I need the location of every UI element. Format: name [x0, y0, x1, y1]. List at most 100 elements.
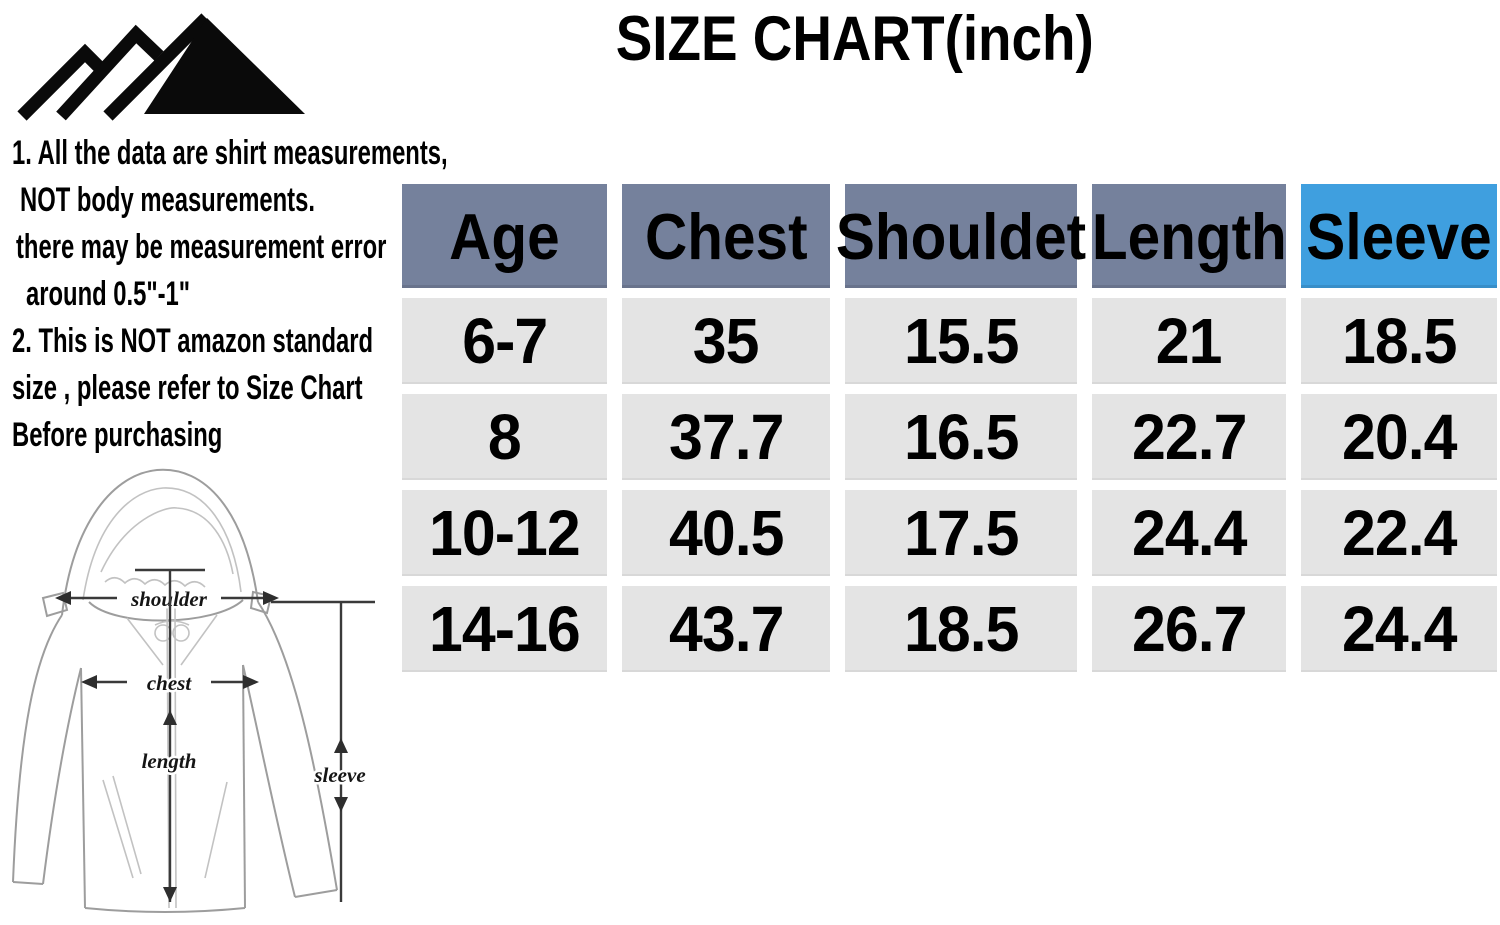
table-cell-r0c2: 15.5	[845, 298, 1077, 384]
table-cell-value: 18.5	[1341, 305, 1457, 377]
jacket-collar	[88, 599, 244, 622]
table-cell-value: 35	[693, 305, 760, 377]
column-header-label: Age	[449, 199, 560, 273]
jacket-zipper	[166, 601, 177, 909]
table-cell-r2c0: 10-12	[402, 490, 607, 576]
jacket-pockets	[102, 775, 228, 879]
column-header-label: Shouldet	[835, 199, 1087, 273]
table-cell-r1c3: 22.7	[1092, 394, 1286, 480]
table-cell-value: 15.5	[903, 305, 1019, 377]
table-cell-r0c0: 6-7	[402, 298, 607, 384]
page-title: SIZE CHART(inch)	[592, 0, 1117, 78]
chest-arrowhead-right	[243, 675, 259, 689]
table-cell-r2c3: 24.4	[1092, 490, 1286, 576]
jacket-right-sleeve-inner	[242, 664, 296, 898]
jacket-body-left	[80, 667, 86, 909]
table-cell-value: 18.5	[903, 593, 1019, 665]
shoulder-arrowhead-right	[263, 591, 279, 605]
jacket-body-right	[242, 664, 246, 909]
column-header-sleeve: Sleeve	[1301, 184, 1497, 288]
jacket-hood-outline	[61, 468, 259, 616]
page-title-text: SIZE CHART(inch)	[615, 4, 1094, 74]
table-cell-value: 40.5	[668, 497, 784, 569]
table-cell-r2c4: 22.4	[1301, 490, 1497, 576]
table-cell-r3c0: 14-16	[402, 586, 607, 672]
column-header-label: Sleeve	[1306, 199, 1492, 273]
length-arrowhead-down	[163, 887, 177, 902]
table-cell-r1c2: 16.5	[845, 394, 1077, 480]
jacket-right-cuff	[294, 889, 338, 898]
table-cell-value: 43.7	[668, 593, 784, 665]
jacket-hood-inner2	[100, 507, 234, 575]
column-header-label: Chest	[644, 199, 808, 273]
length-label: length	[142, 749, 197, 773]
sleeve-label: sleeve	[313, 763, 365, 787]
jacket-drawstring-right	[172, 624, 190, 642]
column-header-shouldet: Shouldet	[836, 184, 1086, 288]
table-cell-value: 14-16	[429, 593, 581, 665]
jacket-hood-fur	[104, 576, 206, 588]
chest-label: chest	[147, 671, 192, 695]
table-cell-r3c3: 26.7	[1092, 586, 1286, 672]
mountain-mid-peak	[56, 24, 164, 121]
column-header-label: Length	[1091, 199, 1287, 273]
note-line: NOT body measurements.	[20, 181, 315, 219]
chest-arrowhead-left	[81, 675, 97, 689]
table-cell-value: 24.4	[1131, 497, 1247, 569]
table-cell-r1c0: 8	[402, 394, 607, 480]
table-cell-r0c3: 21	[1092, 298, 1286, 384]
jacket-epaulet-left	[41, 591, 69, 618]
mountain-logo-icon	[17, 13, 305, 121]
column-header-age: Age	[402, 184, 607, 288]
jacket-collar-v	[126, 614, 218, 666]
table-cell-value: 17.5	[903, 497, 1019, 569]
table-cell-value: 6-7	[461, 305, 548, 377]
table-cell-value: 26.7	[1131, 593, 1247, 665]
sleeve-arrowhead-up	[334, 738, 348, 753]
table-cell-value: 22.4	[1341, 497, 1457, 569]
table-cell-r2c2: 17.5	[845, 490, 1077, 576]
table-cell-value: 24.4	[1341, 593, 1457, 665]
table-cell-r1c4: 20.4	[1301, 394, 1497, 480]
table-cell-value: 37.7	[668, 401, 784, 473]
size-chart-table: Age Chest Shouldet Length Sleeve 6-7 35 15.5 21 1…	[402, 184, 1497, 672]
jacket-drawstring-left	[154, 624, 172, 642]
note-line: 2. This is NOT amazon standard	[12, 322, 374, 360]
notes-block: 1. All the data are shirt measurements, …	[12, 130, 448, 459]
table-cell-r2c1: 40.5	[622, 490, 830, 576]
table-cell-value: 20.4	[1341, 401, 1457, 473]
mountain-large-peak	[144, 18, 305, 114]
jacket-hem	[84, 907, 246, 913]
jacket-left-cuff	[12, 881, 44, 885]
table-cell-r0c1: 35	[622, 298, 830, 384]
shoulder-arrowhead-left	[55, 591, 71, 605]
table-cell-value: 8	[488, 401, 522, 473]
table-cell-value: 21	[1156, 305, 1223, 377]
jacket-hood-inner	[82, 487, 242, 601]
sleeve-arrowhead-down	[334, 797, 348, 812]
mountain-ridge	[103, 13, 211, 121]
note-line: Before purchasing	[12, 416, 223, 454]
jacket-left-sleeve-outer	[12, 614, 63, 883]
jacket-left-sleeve-inner	[42, 667, 82, 885]
table-cell-r3c4: 24.4	[1301, 586, 1497, 672]
table-cell-value: 10-12	[429, 497, 581, 569]
note-line: there may be measurement error	[16, 228, 387, 266]
note-line: 1. All the data are shirt measurements,	[12, 134, 448, 172]
note-line: around 0.5"-1"	[26, 275, 191, 313]
column-header-length: Length	[1092, 184, 1286, 288]
mountain-small-peak	[17, 43, 109, 121]
jacket-measurement-diagram: shoulder length chest sleeve	[12, 468, 375, 913]
length-arrowhead-up	[163, 710, 177, 725]
note-line: size , please refer to Size Chart	[12, 369, 363, 407]
table-cell-value: 16.5	[903, 401, 1019, 473]
table-cell-r0c4: 18.5	[1301, 298, 1497, 384]
jacket-drawstring-cord	[154, 620, 190, 626]
table-cell-value: 22.7	[1131, 401, 1247, 473]
column-header-chest: Chest	[622, 184, 830, 288]
jacket-right-sleeve-outer	[257, 601, 338, 891]
table-cell-r3c1: 43.7	[622, 586, 830, 672]
table-cell-r1c1: 37.7	[622, 394, 830, 480]
table-cell-r3c2: 18.5	[845, 586, 1077, 672]
